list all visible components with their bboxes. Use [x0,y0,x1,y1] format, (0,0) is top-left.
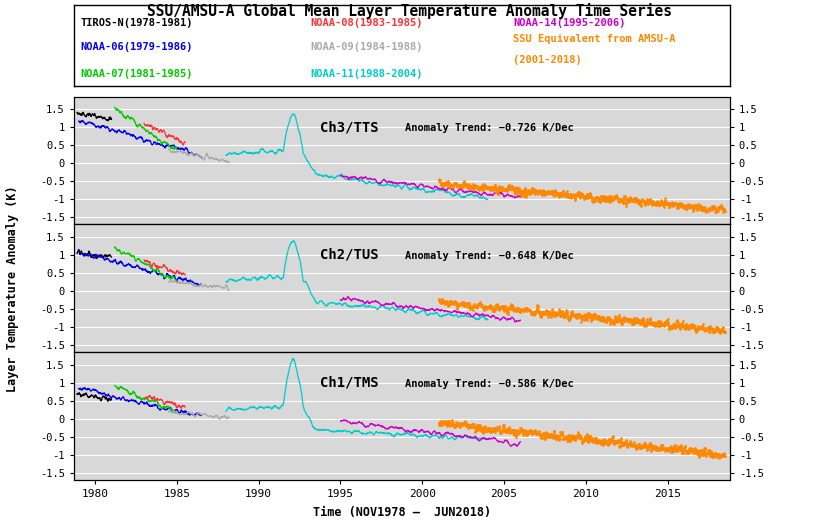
Text: NOAA-06(1979-1986): NOAA-06(1979-1986) [80,42,192,52]
Text: Ch1/TMS: Ch1/TMS [319,376,378,390]
Text: NOAA-08(1983-1985): NOAA-08(1983-1985) [310,18,422,28]
Text: NOAA-07(1981-1985): NOAA-07(1981-1985) [80,69,192,79]
Text: NOAA-09(1984-1988): NOAA-09(1984-1988) [310,42,422,52]
Text: NOAA-11(1988-2004): NOAA-11(1988-2004) [310,69,422,79]
Text: Anomaly Trend: −0.648 K/Dec: Anomaly Trend: −0.648 K/Dec [405,251,573,261]
Text: Time (NOV1978 –  JUN2018): Time (NOV1978 – JUN2018) [312,506,491,519]
Text: TIROS-N(1978-1981): TIROS-N(1978-1981) [80,18,192,28]
Text: Ch3/TTS: Ch3/TTS [319,120,378,134]
Text: Layer Temperature Anomaly (K): Layer Temperature Anomaly (K) [6,185,19,392]
Text: Ch2/TUS: Ch2/TUS [319,248,378,262]
Text: SSU/AMSU-A Global Mean Layer Temperature Anomaly Time Series: SSU/AMSU-A Global Mean Layer Temperature… [147,3,672,19]
Text: Anomaly Trend: −0.726 K/Dec: Anomaly Trend: −0.726 K/Dec [405,123,573,133]
Text: SSU Equivalent from AMSU-A: SSU Equivalent from AMSU-A [513,34,675,44]
Text: NOAA-14(1995-2006): NOAA-14(1995-2006) [513,18,625,28]
Text: Anomaly Trend: −0.586 K/Dec: Anomaly Trend: −0.586 K/Dec [405,379,573,389]
Text: (2001-2018): (2001-2018) [513,55,581,65]
